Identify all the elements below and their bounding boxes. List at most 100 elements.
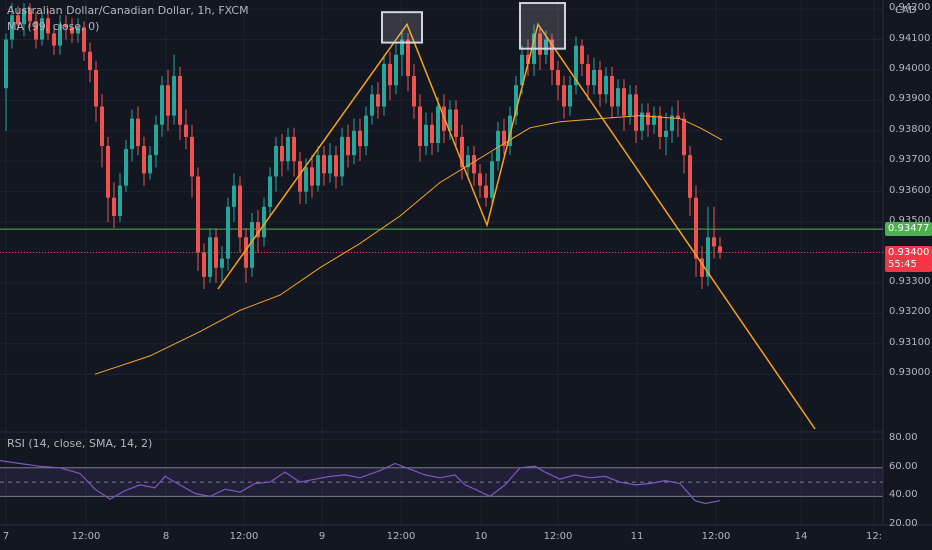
time-tick: 12:00 bbox=[701, 531, 731, 542]
candle-up bbox=[40, 12, 44, 46]
candle-body bbox=[400, 39, 404, 55]
rsi-tick: 40.00 bbox=[889, 489, 918, 501]
candle-body bbox=[676, 115, 680, 119]
candle-down bbox=[82, 21, 86, 61]
candle-down bbox=[412, 63, 416, 119]
candle-body bbox=[112, 197, 116, 216]
time-tick: 10 bbox=[474, 531, 488, 542]
candle-body bbox=[106, 146, 110, 198]
candle-body bbox=[616, 88, 620, 107]
candle-body bbox=[58, 24, 62, 46]
candle-down bbox=[64, 15, 68, 40]
candle-body bbox=[298, 161, 302, 192]
candle-up bbox=[220, 246, 224, 283]
double-top-pattern[interactable] bbox=[217, 22, 816, 430]
candle-up bbox=[370, 85, 374, 125]
candle-down bbox=[622, 79, 626, 131]
price-tick: 0.93600 bbox=[889, 184, 931, 196]
candle-body bbox=[430, 124, 434, 143]
candle-body bbox=[406, 39, 410, 77]
candle-body bbox=[346, 136, 350, 156]
candle-up bbox=[154, 115, 158, 168]
candle-down bbox=[106, 136, 110, 223]
top-box[interactable] bbox=[381, 11, 423, 44]
candle-up bbox=[172, 54, 176, 125]
candle-up bbox=[10, 3, 14, 49]
candle-body bbox=[328, 155, 332, 174]
candle-down bbox=[70, 18, 74, 43]
candle-down bbox=[202, 243, 206, 290]
candle-down bbox=[550, 33, 554, 86]
candle-down bbox=[28, 3, 32, 28]
candles bbox=[4, 3, 722, 290]
candle-body bbox=[214, 237, 218, 268]
candle-down bbox=[484, 173, 488, 207]
candle-body bbox=[388, 63, 392, 86]
top-boxes[interactable] bbox=[381, 2, 566, 50]
candle-body bbox=[634, 94, 638, 131]
candle-up bbox=[4, 33, 8, 131]
candle-down bbox=[184, 109, 188, 150]
candle-body bbox=[670, 115, 674, 131]
candle-body bbox=[580, 45, 584, 64]
candle-body bbox=[322, 155, 326, 174]
candle-up bbox=[274, 136, 278, 192]
candle-body bbox=[202, 252, 206, 277]
candle-body bbox=[628, 94, 632, 116]
candle-down bbox=[214, 228, 218, 283]
candle-body bbox=[256, 222, 260, 238]
candle-up bbox=[226, 197, 230, 271]
top-box[interactable] bbox=[519, 2, 566, 50]
candle-body bbox=[4, 39, 8, 89]
candle-up bbox=[508, 106, 512, 156]
candle-up bbox=[352, 118, 356, 165]
candle-up bbox=[232, 173, 236, 223]
candle-down bbox=[88, 42, 92, 83]
candle-body bbox=[220, 258, 224, 268]
candle-up bbox=[664, 112, 668, 156]
candle-down bbox=[100, 94, 104, 168]
candle-down bbox=[700, 246, 704, 290]
candle-body bbox=[304, 167, 308, 192]
time-tick: 8 bbox=[162, 531, 170, 542]
candle-body bbox=[310, 167, 314, 186]
candle-body bbox=[184, 124, 188, 137]
candle-body bbox=[292, 136, 296, 162]
candle-up bbox=[652, 106, 656, 134]
candle-body bbox=[604, 76, 608, 95]
candle-body bbox=[610, 76, 614, 107]
candle-down bbox=[178, 66, 182, 140]
candle-body bbox=[124, 149, 128, 186]
candle-body bbox=[268, 176, 272, 207]
candle-down bbox=[112, 182, 116, 229]
candle-body bbox=[682, 118, 686, 156]
candle-down bbox=[580, 39, 584, 77]
candle-up bbox=[628, 85, 632, 125]
candle-down bbox=[454, 100, 458, 150]
candle-down bbox=[478, 164, 482, 198]
time-tick: 12:00 bbox=[386, 531, 416, 542]
price-tick: 0.94200 bbox=[889, 2, 931, 14]
last-price-value: 0.93400 bbox=[888, 246, 930, 258]
candle-down bbox=[682, 112, 686, 174]
candle-body bbox=[490, 161, 494, 198]
candle-body bbox=[412, 76, 416, 107]
candle-up bbox=[592, 57, 596, 95]
candle-down bbox=[16, 6, 20, 31]
candle-up bbox=[328, 142, 332, 183]
candle-down bbox=[526, 39, 530, 77]
price-tick: 0.93000 bbox=[889, 367, 931, 379]
candle-up bbox=[490, 152, 494, 204]
candle-down bbox=[46, 9, 50, 40]
candle-down bbox=[244, 228, 248, 283]
candle-down bbox=[292, 127, 296, 177]
candle-body bbox=[556, 69, 560, 86]
price-tick: 0.93300 bbox=[889, 275, 931, 287]
candle-body bbox=[142, 146, 146, 174]
candle-body bbox=[76, 27, 80, 34]
candle-body bbox=[700, 258, 704, 277]
candle-body bbox=[640, 112, 644, 131]
hline-price-tag: 0.93477 bbox=[885, 222, 932, 237]
candle-down bbox=[556, 60, 560, 101]
